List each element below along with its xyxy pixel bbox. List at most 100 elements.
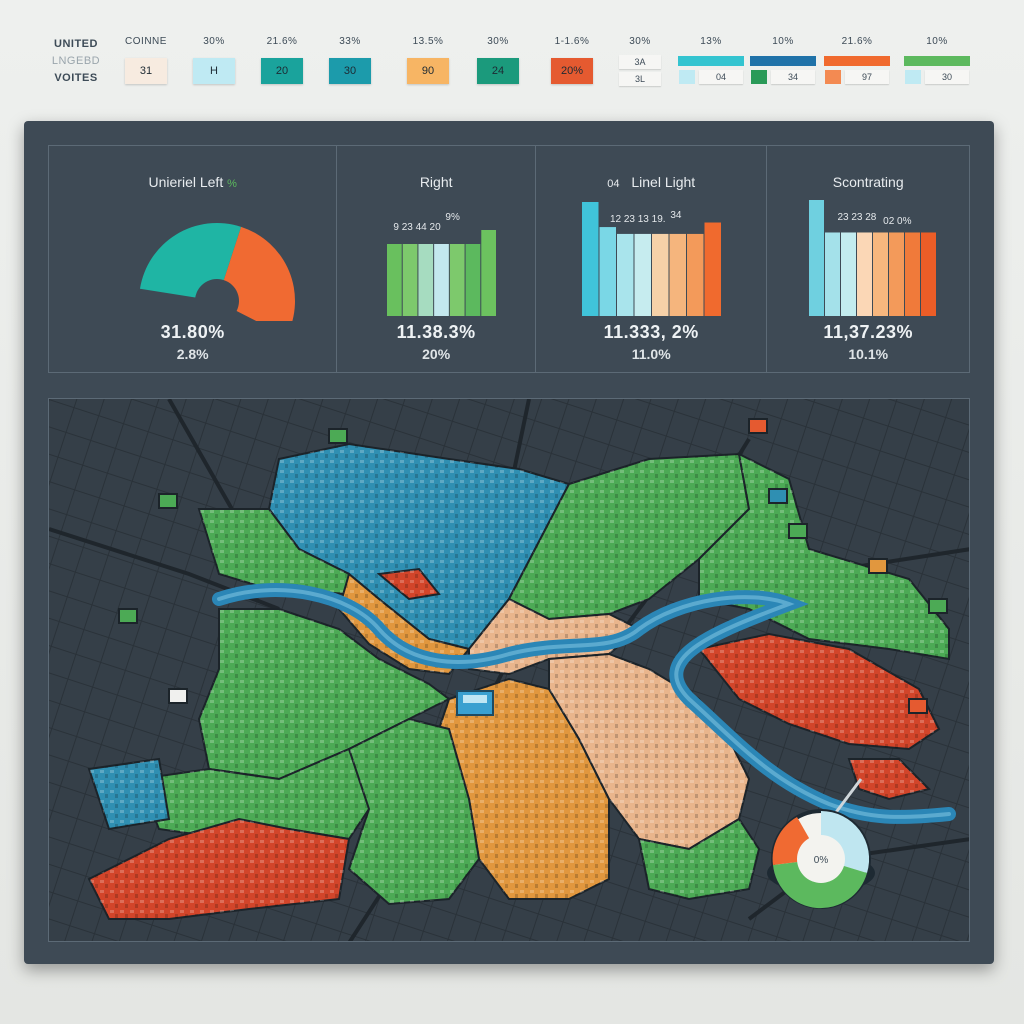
legend-mini-swatch [751, 70, 767, 84]
bar-chart [809, 200, 937, 316]
district-green-south[interactable] [347, 717, 481, 906]
dashboard-panel: Unieriel Left % 31.80% 2.8% Right 9 23 4… [24, 121, 994, 964]
legend-mini-swatch [679, 70, 695, 84]
legend-bar-swatch [904, 56, 970, 66]
stats-panel-row: Unieriel Left % 31.80% 2.8% Right 9 23 4… [48, 145, 970, 373]
city-map-canvas: 0% [49, 399, 969, 941]
bar-mark [599, 227, 616, 316]
panel-value-primary: 31.80% [160, 322, 225, 342]
donut-chart [139, 223, 295, 321]
district-red-east[interactable] [697, 632, 941, 751]
map-building [868, 558, 888, 574]
district-texture [849, 759, 929, 799]
district-texture [379, 569, 439, 599]
district-orange-south[interactable] [427, 677, 610, 900]
panel-title: Right [419, 174, 453, 190]
legend-bar-swatch [824, 56, 890, 66]
legend-chip: 20% [551, 58, 593, 84]
district-green-northwest[interactable] [197, 508, 350, 596]
bar-chart [581, 202, 721, 316]
district-green-southeast[interactable] [637, 817, 761, 901]
panel-title-text: Unieriel Left [148, 174, 224, 190]
legend-title-line-3: VOITES [54, 72, 98, 84]
bar-mark [434, 244, 450, 316]
legend-column: 1-1.6% 20% [544, 36, 600, 84]
district-red-center[interactable] [376, 567, 441, 601]
bar-mark [825, 232, 841, 316]
legend-column: 30% H [186, 36, 242, 84]
panel-title-extra: % [227, 178, 237, 190]
map-building [328, 428, 348, 444]
district-red-southwest[interactable] [87, 817, 351, 920]
legend-column-header: 33% [339, 36, 361, 47]
legend-bar-column: 10% 30 [902, 36, 972, 84]
legend-chip: H [193, 58, 235, 84]
panel-value-secondary: 2.8% [176, 346, 209, 362]
legend-number: 34 [771, 70, 815, 84]
legend-column: 21.6% 20 [254, 36, 310, 84]
city-map[interactable]: 0% [48, 398, 970, 942]
bar-mark [387, 244, 403, 316]
legend-column-header: 30% [629, 36, 651, 47]
map-building [768, 488, 788, 504]
district-blue-southwest[interactable] [87, 757, 171, 831]
legend-column: 33% 30 [322, 36, 378, 84]
bar-mark [481, 230, 497, 316]
legend-column-header: 1-1.6% [554, 36, 590, 47]
legend-title-line-1: UNITED [54, 38, 98, 50]
legend-mini-swatch [825, 70, 841, 84]
legend-bar-sub: 04 [676, 70, 746, 84]
panel-right[interactable]: Right 9 23 44 20 9% 11.38.3% 20% [337, 146, 536, 372]
panel-title-text: Linel Light [631, 174, 696, 190]
panel-title: Unieriel Left % [49, 174, 336, 190]
map-building [748, 418, 768, 434]
legend-column-header: 21.6% [266, 36, 298, 47]
bar-mark [616, 233, 634, 316]
marker-slice-green [773, 859, 867, 909]
bar-mark [465, 244, 481, 316]
legend-title: UNITED LNGEBD VOITES [44, 36, 108, 87]
district-texture [89, 819, 349, 919]
legend-column-header: 13% [700, 36, 722, 47]
legend-column: 13.5% 90 [400, 36, 456, 84]
bar-value-label: 12 23 13 19. [609, 214, 666, 225]
bar-mark [889, 232, 905, 316]
bar-mark [809, 200, 825, 316]
map-location-marker[interactable]: 0% [767, 778, 875, 909]
legend-chip: 24 [477, 58, 519, 84]
landmark-building [456, 690, 494, 716]
district-orange-center[interactable] [337, 572, 471, 676]
legend-column: 30% 3A 3L [612, 36, 668, 86]
panel-title: Scontrating [832, 174, 904, 190]
district-blue-north[interactable] [267, 442, 571, 651]
panel-united-left[interactable]: Unieriel Left % 31.80% 2.8% [49, 146, 338, 372]
legend-column: 30% 24 [470, 36, 526, 84]
map-building [118, 608, 138, 624]
river-highlight [217, 588, 951, 819]
panel-scontrating[interactable]: Scontrating 23 23 28 02 0% 11,37.23% 10.… [767, 146, 969, 372]
bar-value-label-extra: 34 [670, 210, 682, 221]
legend-column-header: COINNE [125, 36, 167, 47]
bar-value-labels: 23 23 28 02 0% [837, 212, 911, 227]
bar-value-label: 23 23 28 [837, 212, 877, 223]
bar-mark [418, 244, 434, 316]
bar-mark [686, 233, 704, 316]
panel-linel-light[interactable]: 04 Linel Light 12 23 13 19. 34 11.333, 2… [536, 146, 768, 372]
district-texture [699, 634, 939, 749]
legend-chip: 30 [329, 58, 371, 84]
panel-value-primary: 11.38.3% [396, 322, 476, 342]
bar-mark [634, 233, 651, 316]
map-building [168, 688, 188, 704]
district-green-northeast[interactable] [507, 452, 751, 621]
legend-number: 97 [845, 70, 889, 84]
panel-title: 04 Linel Light [536, 174, 767, 190]
legend-column-header: 21.6% [841, 36, 873, 47]
marker-center [797, 835, 845, 883]
legend-title-line-2: LNGEBD [51, 55, 101, 67]
legend-chip: 3A [619, 55, 661, 69]
legend-mini-swatch [905, 70, 921, 84]
legend-bar-column: 13% 04 [676, 36, 746, 84]
legend-bar-sub: 30 [902, 70, 972, 84]
bar-mark [873, 232, 889, 316]
district-texture [339, 574, 469, 674]
